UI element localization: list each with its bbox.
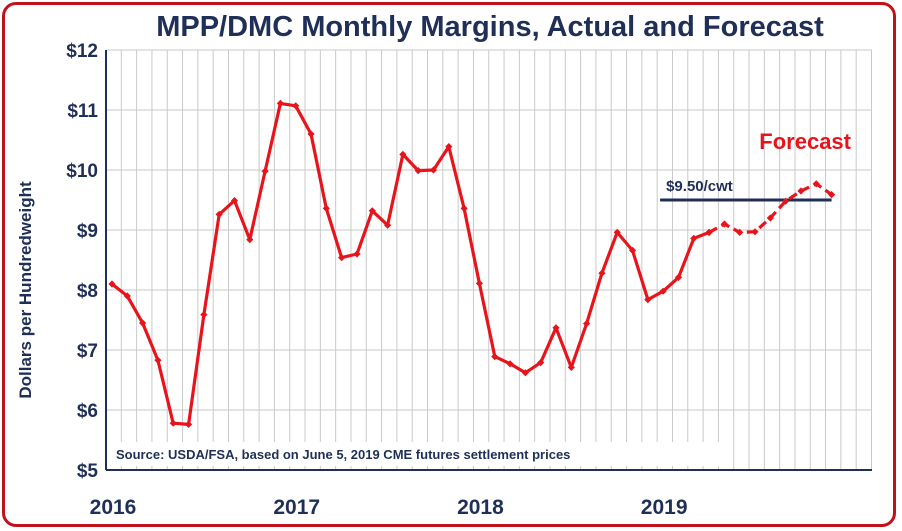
data-point <box>720 220 728 228</box>
data-point <box>445 143 453 151</box>
data-point <box>628 246 637 254</box>
data-point <box>537 359 545 367</box>
data-point <box>598 269 606 277</box>
data-point <box>399 150 407 158</box>
x-tick-labels: 2016 2017 2018 2019 <box>90 496 688 519</box>
x-tick-label: 2019 <box>641 496 688 519</box>
data-point <box>383 221 392 229</box>
data-point <box>353 250 361 258</box>
data-point <box>261 167 269 175</box>
chart-title: MPP/DMC Monthly Margins, Actual and Fore… <box>156 11 824 43</box>
gridlines <box>105 49 872 471</box>
data-point <box>123 292 131 300</box>
data-point <box>659 287 667 295</box>
data-point <box>506 360 514 368</box>
data-point <box>292 102 300 110</box>
data-point <box>644 296 652 304</box>
x-tick-label: 2017 <box>273 496 320 519</box>
data-point <box>705 228 713 236</box>
data-point <box>169 419 177 427</box>
y-axis-label: Dollars per Hundredweight <box>16 181 35 399</box>
data-point <box>613 228 621 236</box>
y-tick-label: $5 <box>77 461 99 482</box>
data-point <box>429 166 438 174</box>
data-point <box>108 280 116 288</box>
y-tick-label: $6 <box>77 401 98 422</box>
data-point <box>184 420 193 428</box>
data-point <box>491 353 499 361</box>
data-point <box>246 236 254 244</box>
x-tick-label: 2018 <box>457 496 504 519</box>
data-point <box>782 197 790 205</box>
data-point <box>475 279 484 287</box>
data-point <box>812 180 820 188</box>
data-point <box>139 319 147 327</box>
y-tick-label: $9 <box>77 221 98 242</box>
data-point <box>276 99 285 107</box>
y-tick-label: $11 <box>67 101 98 122</box>
data-point <box>751 228 759 236</box>
data-point <box>200 311 208 319</box>
y-tick-label: $8 <box>77 281 98 302</box>
y-tick-label: $12 <box>66 41 98 62</box>
data-point <box>414 167 422 175</box>
x-tick-label: 2016 <box>90 496 137 519</box>
y-tick-labels: $5 $6 $7 $8 $9 $10 $11 $12 <box>66 41 98 482</box>
data-point <box>460 204 468 212</box>
data-point <box>338 254 346 262</box>
forecast-label: Forecast <box>759 129 851 154</box>
data-point <box>674 273 683 281</box>
data-point <box>766 214 774 222</box>
chart-frame <box>2 2 896 527</box>
source-note: Source: USDA/FSA, based on June 5, 2019 … <box>116 447 570 462</box>
actual-series-line <box>111 101 710 426</box>
reference-line-label: $9.50/cwt <box>666 178 733 195</box>
data-point <box>322 204 330 212</box>
data-point <box>230 197 239 205</box>
data-point <box>154 356 162 364</box>
data-point <box>368 207 376 215</box>
data-point <box>690 234 698 242</box>
data-point <box>797 187 805 195</box>
data-point <box>307 130 315 138</box>
reference-line-group: $9.50/cwt <box>660 178 832 202</box>
y-tick-label: $10 <box>66 161 98 182</box>
data-point <box>583 320 591 328</box>
data-point <box>567 363 575 371</box>
series-group <box>108 99 836 428</box>
y-tick-label: $7 <box>77 341 98 362</box>
data-point <box>521 369 529 377</box>
data-point <box>552 324 560 332</box>
data-point <box>215 210 223 218</box>
source-box <box>110 442 722 466</box>
data-point <box>827 191 836 199</box>
data-point <box>736 228 744 236</box>
